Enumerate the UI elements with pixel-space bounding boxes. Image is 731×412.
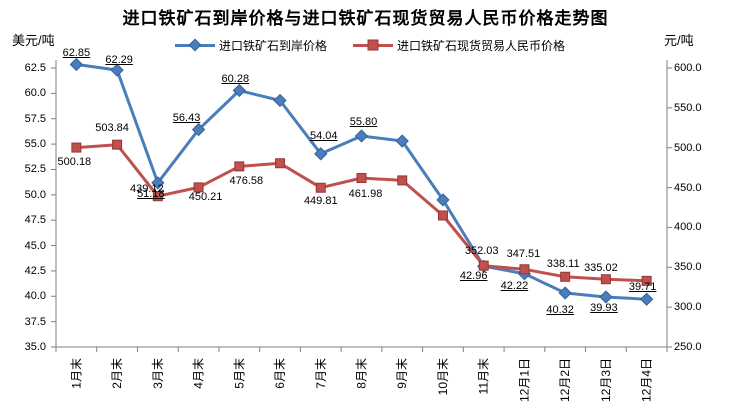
- data-label-rmb-3月末: 439.12: [130, 183, 164, 196]
- right-axis-tick-label: 400.0: [674, 221, 702, 234]
- left-axis-unit-label: 美元/吨: [12, 33, 55, 48]
- x-axis-label: 5月末: [232, 358, 246, 389]
- x-axis-label: 2月末: [110, 358, 124, 389]
- data-label-usd-8月末: 55.80: [349, 115, 378, 128]
- diamond-marker: [558, 286, 572, 300]
- diamond-marker: [110, 63, 124, 77]
- x-axis-label: 9月末: [395, 358, 409, 389]
- data-label-usd-11月末: 42.96: [459, 270, 488, 283]
- data-label-rmb-12月1日: 347.51: [506, 248, 541, 261]
- diamond-marker: [395, 134, 409, 148]
- data-label-rmb-11月末: 352.03: [464, 244, 499, 257]
- blue-line-swatch: [174, 38, 215, 52]
- x-axis-label: 4月末: [192, 358, 206, 389]
- data-label-rmb-8月末: 461.98: [348, 188, 383, 201]
- square-marker: [437, 210, 448, 221]
- square-marker: [112, 139, 123, 150]
- diamond-marker: [314, 147, 328, 161]
- left-axis-tick-label: 40.0: [24, 290, 46, 303]
- data-label-usd-12月4日: 39.71: [628, 281, 657, 294]
- square-marker: [152, 191, 163, 202]
- x-axis-label: 12月1日: [517, 358, 531, 402]
- data-label-rmb-5月末: 476.58: [229, 175, 264, 188]
- left-axis-tick-label: 60.0: [24, 87, 46, 100]
- diamond-marker: [69, 57, 84, 72]
- left-axis-tick-label: 50.0: [24, 188, 46, 201]
- data-label-usd-12月2日: 40.32: [546, 304, 574, 317]
- diamond-marker: [354, 129, 369, 143]
- legend-item-spot-rmb-price: 进口铁矿石现货贸易人民币价格: [353, 37, 565, 54]
- chart-legend: 进口铁矿石到岸价格 进口铁矿石现货贸易人民币价格: [70, 36, 670, 54]
- diamond-marker: [191, 122, 206, 137]
- data-label-usd-5月末: 60.28: [221, 72, 250, 85]
- x-axis-label: 8月末: [355, 358, 369, 389]
- diamond-marker: [436, 193, 450, 207]
- diamond-marker: [639, 292, 654, 306]
- diamond-marker: [599, 290, 613, 304]
- left-axis-tick-label: 55.0: [24, 138, 46, 151]
- right-axis-tick-label: 550.0: [674, 101, 702, 114]
- x-axis-label: 10月末: [436, 358, 450, 395]
- red-line-swatch: [353, 39, 393, 51]
- data-label-usd-3月末: 51.18: [137, 187, 165, 200]
- x-axis-label: 7月末: [314, 358, 328, 389]
- x-axis-label: 12月2日: [558, 358, 572, 402]
- legend-label: 进口铁矿石到岸价格: [218, 38, 327, 53]
- left-axis-tick-label: 37.5: [24, 315, 46, 328]
- right-axis-tick-label: 450.0: [674, 181, 702, 194]
- left-axis-tick-label: 52.5: [24, 163, 46, 176]
- square-marker: [641, 275, 652, 286]
- square-marker: [275, 158, 286, 169]
- right-axis-tick-label: 300.0: [674, 301, 702, 314]
- x-axis-label: 12月3日: [599, 358, 613, 402]
- data-label-usd-1月末: 62.85: [62, 47, 91, 60]
- data-label-usd-12月1日: 42.22: [500, 279, 529, 292]
- left-axis-tick-label: 35.0: [24, 341, 46, 353]
- chart-title: 进口铁矿石到岸价格与进口铁矿石现货贸易人民币价格走势图: [122, 9, 609, 28]
- left-axis-tick-label: 57.5: [24, 112, 46, 125]
- square-marker: [234, 161, 245, 172]
- x-axis-label: 11月末: [477, 358, 491, 394]
- left-axis-tick-label: 47.5: [24, 214, 46, 227]
- right-axis-tick-label: 500.0: [674, 141, 702, 154]
- data-label-rmb-12月3日: 335.02: [584, 262, 618, 275]
- square-marker: [397, 175, 408, 186]
- x-axis-label: 12月4日: [640, 358, 654, 402]
- diamond-marker: [151, 176, 165, 190]
- data-label-usd-7月末: 54.04: [310, 129, 338, 142]
- right-axis-unit-label: 元/吨: [664, 33, 694, 48]
- data-label-rmb-4月末: 450.21: [188, 191, 223, 204]
- right-axis-tick-label: 250.0: [674, 341, 702, 353]
- square-marker: [71, 142, 82, 153]
- x-axis-label: 3月末: [151, 358, 165, 389]
- square-marker: [478, 260, 489, 271]
- x-axis-label: 6月末: [273, 358, 287, 389]
- square-marker-icon: [367, 39, 379, 51]
- data-label-rmb-7月末: 449.81: [303, 194, 338, 207]
- data-label-rmb-12月2日: 338.11: [546, 257, 580, 270]
- legend-label: 进口铁矿石现货贸易人民币价格: [397, 38, 566, 53]
- square-marker: [193, 182, 204, 193]
- square-marker: [315, 182, 326, 193]
- square-marker: [600, 274, 611, 285]
- left-axis-tick-label: 45.0: [24, 239, 46, 252]
- left-axis-tick-label: 42.5: [24, 264, 46, 277]
- data-label-rmb-2月末: 503.84: [95, 121, 129, 134]
- square-marker: [519, 264, 530, 275]
- diamond-marker: [232, 83, 246, 98]
- data-label-usd-12月3日: 39.93: [590, 301, 618, 314]
- square-marker: [560, 271, 571, 282]
- square-marker: [356, 173, 367, 184]
- diamond-marker: [273, 93, 287, 108]
- x-axis-label: 1月末: [69, 358, 83, 389]
- right-axis-tick-label: 600.0: [674, 62, 702, 74]
- data-label-usd-2月末: 62.29: [105, 54, 133, 67]
- data-label-rmb-1月末: 500.18: [57, 155, 92, 168]
- right-axis-tick-label: 350.0: [674, 261, 702, 274]
- left-axis-tick-label: 62.5: [24, 62, 46, 74]
- legend-item-cif-price: 进口铁矿石到岸价格: [174, 37, 327, 54]
- data-label-usd-4月末: 56.43: [172, 111, 201, 124]
